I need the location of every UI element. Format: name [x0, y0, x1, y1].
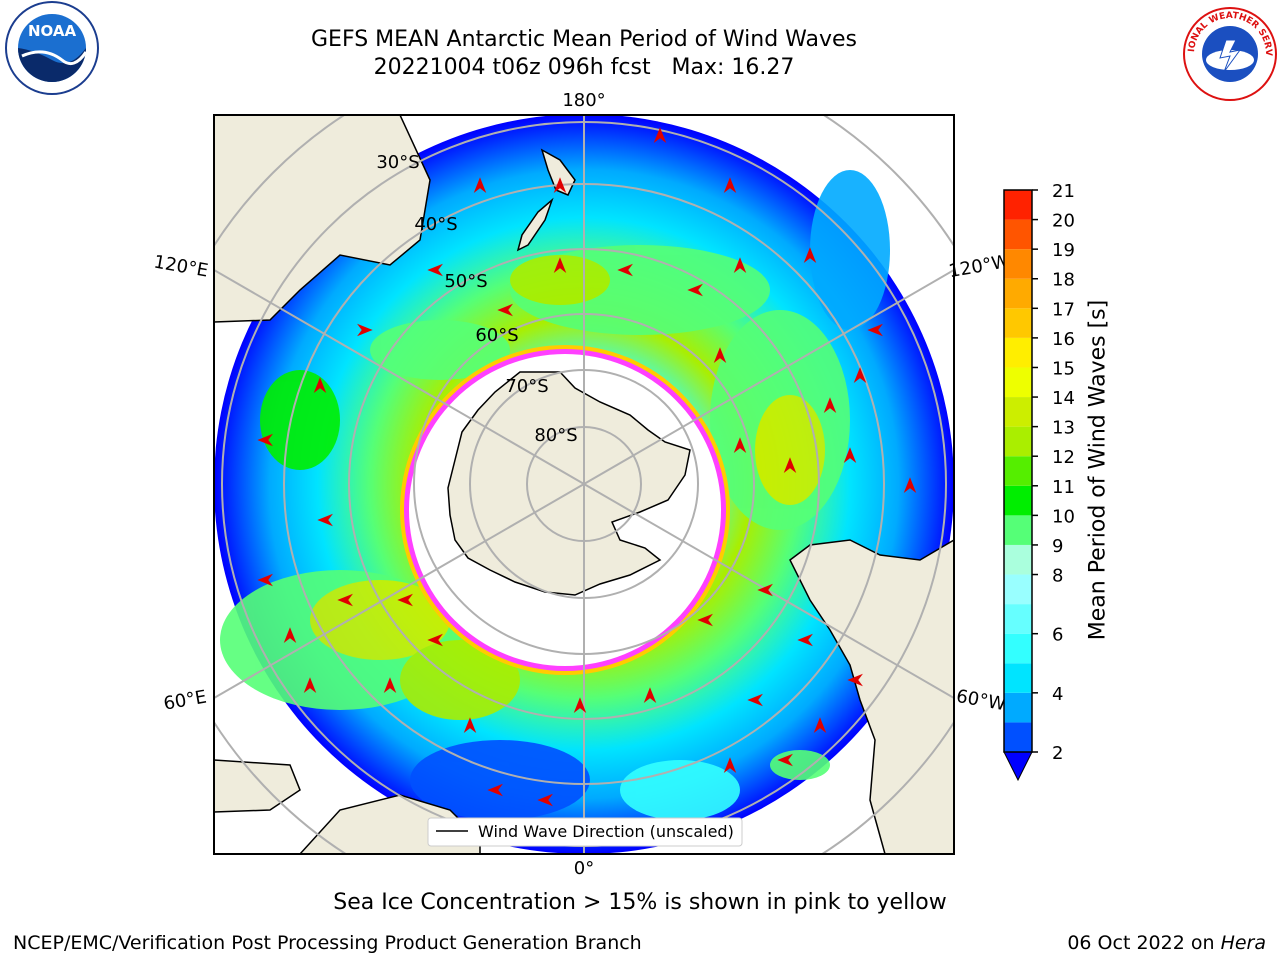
colorbar-tick-label: 15	[1052, 358, 1075, 379]
colorbar-tick-label: 4	[1052, 684, 1063, 705]
lon-label-0: 0°	[574, 858, 594, 879]
lon-label-180: 180°	[562, 90, 605, 111]
lat-label-70s: 70°S	[505, 376, 548, 397]
colorbar-segment	[1004, 722, 1032, 752]
title-line-2: 20221004 t06z 096h fcst Max: 16.27	[373, 55, 795, 80]
lon-label-120e: 120°E	[152, 251, 210, 281]
colorbar-tick-label: 11	[1052, 477, 1075, 498]
colorbar-segment	[1004, 663, 1032, 693]
lat-label-40s: 40°S	[414, 214, 457, 235]
colorbar-tick-label: 13	[1052, 418, 1075, 439]
noaa-logo: NOAA	[5, 1, 99, 95]
colorbar-tick-label: 19	[1052, 240, 1075, 261]
colorbar-tick-label: 20	[1052, 211, 1075, 232]
colorbar-segment	[1004, 426, 1032, 457]
nws-logo: NATIONAL WEATHER SERVICE	[1176, 0, 1277, 101]
colorbar-segment	[1004, 515, 1032, 545]
colorbar-tick-label: 17	[1052, 299, 1075, 320]
footer-credit: NCEP/EMC/Verification Post Processing Pr…	[13, 932, 642, 954]
colorbar-segment	[1004, 308, 1032, 338]
sea-ice-note: Sea Ice Concentration > 15% is shown in …	[333, 890, 947, 915]
footer-date: 06 Oct 2022 on Hera	[1067, 932, 1266, 954]
colorbar-tick-label: 10	[1052, 506, 1075, 527]
colorbar-tick-label: 9	[1052, 536, 1063, 557]
colorbar-segment	[1004, 337, 1032, 368]
colorbar-segment	[1004, 249, 1032, 279]
colorbar-tick-label: 16	[1052, 329, 1075, 350]
colorbar-segment	[1004, 544, 1032, 575]
colorbar-tick-label: 14	[1052, 388, 1075, 409]
lon-label-60w: 60°W	[955, 686, 1008, 715]
colorbar-tick-label: 21	[1052, 181, 1075, 202]
colorbar-tick-label: 8	[1052, 566, 1063, 587]
colorbar-segment	[1004, 604, 1032, 634]
antarctica-land	[447, 371, 691, 596]
lon-label-60e: 60°E	[162, 686, 208, 714]
title-line-1: GEFS MEAN Antarctic Mean Period of Wind …	[311, 27, 857, 52]
map-legend: Wind Wave Direction (unscaled)	[427, 817, 743, 847]
footer-date-text: 06 Oct 2022 on	[1067, 932, 1221, 954]
legend-label: Wind Wave Direction (unscaled)	[478, 822, 734, 841]
footer-machine: Hera	[1220, 932, 1266, 954]
colorbar-segment	[1004, 367, 1032, 398]
lon-label-120w: 120°W	[947, 251, 1011, 282]
noaa-logo-text: NOAA	[28, 22, 77, 40]
colorbar: 2 4 6 8 9 10 11 12 13 14 15 16 17 18 19 20 21	[1003, 181, 1075, 782]
lat-label-60s: 60°S	[475, 325, 518, 346]
lat-label-80s: 80°S	[534, 425, 577, 446]
colorbar-segment	[1004, 574, 1032, 605]
map-panel	[214, 115, 954, 854]
colorbar-segment	[1004, 692, 1032, 723]
colorbar-outline	[1003, 189, 1033, 753]
graticule	[214, 115, 954, 854]
map-frame	[213, 114, 955, 855]
latitude-labels: 30°S 40°S 50°S 60°S 70°S 80°S	[376, 152, 577, 446]
colorbar-segment	[1004, 278, 1032, 309]
colorbar-segment	[1004, 456, 1032, 486]
colorbar-tick-label: 6	[1052, 625, 1063, 646]
colorbar-extend-arrow	[1003, 751, 1033, 782]
colorbar-segment	[1004, 485, 1032, 516]
colorbar-tick-label: 18	[1052, 270, 1075, 291]
colorbar-segment	[1004, 219, 1032, 250]
colorbar-segment	[1004, 633, 1032, 664]
colorbar-segment	[1004, 397, 1032, 427]
colorbar-segment	[1004, 190, 1032, 220]
colorbar-tick-label: 12	[1052, 447, 1075, 468]
lat-label-50s: 50°S	[444, 271, 487, 292]
colorbar-label: Mean Period of Wind Waves [s]	[1085, 299, 1111, 641]
colorbar-tick-label: 2	[1052, 743, 1063, 764]
lat-label-30s: 30°S	[376, 152, 419, 173]
